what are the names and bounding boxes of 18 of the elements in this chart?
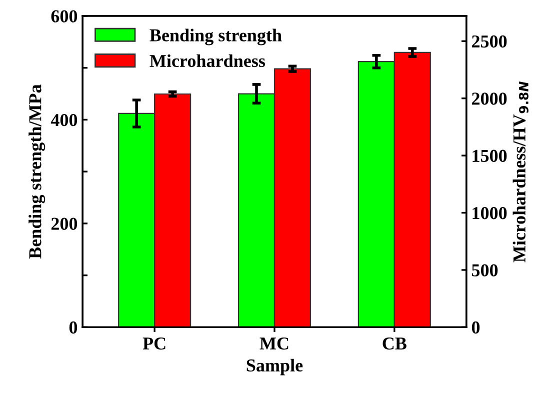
- y-tick-label: 0: [69, 321, 78, 334]
- y-axis-title: Bending strength/MPa: [28, 84, 46, 259]
- y-tick-label: 200: [51, 218, 78, 230]
- legend-label: Microhardness: [150, 54, 266, 68]
- y2-tick-label: 2500: [472, 35, 507, 48]
- y2-tick-label: 1000: [472, 207, 507, 220]
- x-axis-title: Sample: [246, 358, 303, 376]
- x-tick-label: CB: [382, 337, 406, 350]
- y-tick-label: 600: [51, 10, 78, 22]
- y2-tick-label: 2000: [472, 92, 507, 105]
- legend-label: Bending strength: [150, 28, 282, 46]
- y2-tick-label: 1500: [472, 150, 507, 162]
- x-tick-label: MC: [260, 337, 288, 350]
- y-tick-label: 400: [50, 114, 78, 126]
- y2-tick-label: 0: [472, 321, 480, 334]
- y2-axis-title: Microhardness/HV$_{9.8N}$: [512, 81, 528, 262]
- x-tick-label: PC: [142, 337, 166, 350]
- y2-tick-label: 500: [472, 264, 498, 276]
